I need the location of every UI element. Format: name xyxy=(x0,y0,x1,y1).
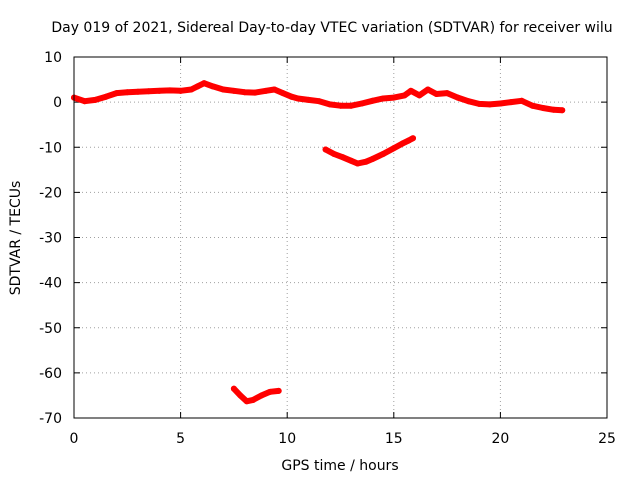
data-point xyxy=(326,101,333,108)
data-point xyxy=(275,387,282,394)
data-point xyxy=(416,92,423,99)
data-point xyxy=(465,98,472,105)
x-tick-label: 20 xyxy=(491,431,509,447)
y-tick-label: -20 xyxy=(39,185,62,201)
plot-frame xyxy=(73,56,608,419)
x-axis-label: GPS time / hours xyxy=(281,458,398,474)
data-point xyxy=(102,93,109,100)
data-point xyxy=(305,96,312,103)
data-point xyxy=(354,160,361,167)
data-point xyxy=(124,89,131,96)
y-tick-label: -10 xyxy=(39,140,62,156)
data-point xyxy=(348,157,355,164)
data-point xyxy=(145,88,152,95)
data-point xyxy=(363,158,370,165)
data-point xyxy=(401,92,408,99)
data-point xyxy=(476,100,483,107)
y-tick-label: -40 xyxy=(39,276,62,292)
data-point xyxy=(444,90,451,97)
data-point xyxy=(113,90,120,97)
data-point xyxy=(454,94,461,101)
y-axis-label: SDTVAR / TECUs xyxy=(8,181,24,296)
data-point xyxy=(294,95,301,102)
x-tick-label: 15 xyxy=(385,431,403,447)
data-point xyxy=(92,96,99,103)
data-point xyxy=(380,95,387,102)
data-point xyxy=(390,94,397,101)
data-point xyxy=(271,86,278,93)
data-point xyxy=(201,80,208,87)
data-point xyxy=(237,392,244,399)
data-point xyxy=(409,135,416,142)
data-point xyxy=(529,102,536,109)
data-point xyxy=(262,87,269,94)
data-point xyxy=(369,97,376,104)
x-tick-label: 5 xyxy=(176,431,185,447)
data-point xyxy=(267,388,274,395)
data-point xyxy=(243,398,250,405)
data-point xyxy=(540,104,547,111)
data-point xyxy=(322,146,329,153)
data-point xyxy=(316,98,323,105)
data-point xyxy=(358,100,365,107)
y-tick-label: -50 xyxy=(39,321,62,337)
data-point xyxy=(559,107,566,114)
data-point xyxy=(194,83,201,90)
data-point xyxy=(369,155,376,162)
y-tick-label: -70 xyxy=(39,411,62,427)
axis-ticks: 0 5 10 15 20 25 -70 -60 -50 -40 -30 -20 -10 0 10 xyxy=(39,50,616,447)
grid-lines xyxy=(74,57,607,418)
data-point xyxy=(230,87,237,94)
data-point xyxy=(424,86,431,93)
y-tick-label: 10 xyxy=(44,50,62,66)
x-tick-label: 25 xyxy=(598,431,616,447)
data-point xyxy=(390,145,397,152)
data-point xyxy=(209,83,216,90)
data-point xyxy=(497,100,504,107)
data-point xyxy=(348,102,355,109)
data-point xyxy=(339,154,346,161)
data-point xyxy=(250,396,257,403)
y-tick-label: 0 xyxy=(53,95,62,111)
x-tick-label: 0 xyxy=(70,431,79,447)
data-series xyxy=(71,80,566,405)
data-point xyxy=(81,98,88,105)
data-point xyxy=(252,89,259,96)
data-point xyxy=(188,86,195,93)
data-point xyxy=(337,102,344,109)
data-point xyxy=(331,151,338,158)
data-point xyxy=(220,86,227,93)
data-point xyxy=(166,87,173,94)
data-point xyxy=(156,87,163,94)
data-point xyxy=(134,88,141,95)
data-point xyxy=(177,87,184,94)
data-point xyxy=(486,101,493,108)
data-point xyxy=(380,151,387,158)
y-tick-label: -60 xyxy=(39,366,62,382)
y-tick-label: -30 xyxy=(39,231,62,247)
data-point xyxy=(279,90,286,97)
data-point xyxy=(241,89,248,96)
data-point xyxy=(407,87,414,94)
data-point xyxy=(399,140,406,147)
data-point xyxy=(230,385,237,392)
data-point xyxy=(288,93,295,100)
data-point xyxy=(508,99,515,106)
data-point xyxy=(550,106,557,113)
data-point xyxy=(518,97,525,104)
data-point xyxy=(433,91,440,98)
x-tick-label: 10 xyxy=(278,431,296,447)
chart-title: Day 019 of 2021, Sidereal Day-to-day VTE… xyxy=(51,20,612,36)
data-point xyxy=(258,392,265,399)
